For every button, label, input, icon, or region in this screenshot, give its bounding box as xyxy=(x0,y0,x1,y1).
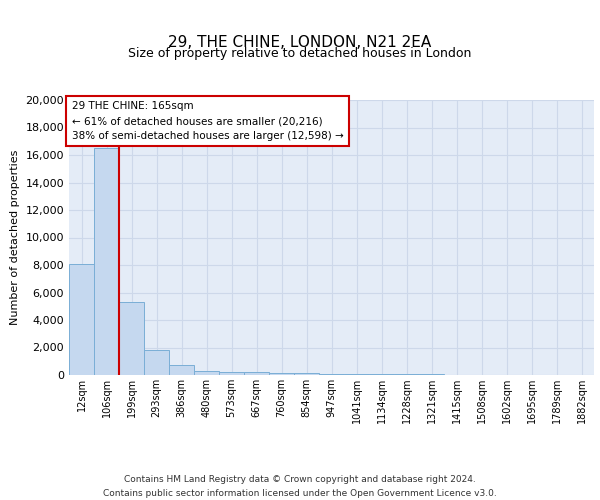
Bar xyxy=(94,148,119,375)
Y-axis label: Number of detached properties: Number of detached properties xyxy=(10,150,20,325)
Bar xyxy=(244,372,269,375)
Text: Contains HM Land Registry data © Crown copyright and database right 2024.
Contai: Contains HM Land Registry data © Crown c… xyxy=(103,476,497,498)
Bar xyxy=(419,374,444,375)
Bar xyxy=(294,373,319,375)
Bar xyxy=(219,372,244,375)
Bar xyxy=(69,264,94,375)
Bar xyxy=(169,366,194,375)
Bar xyxy=(394,374,419,375)
Bar xyxy=(144,350,169,375)
Bar xyxy=(269,372,294,375)
Bar xyxy=(119,302,144,375)
Bar xyxy=(344,374,369,375)
Bar xyxy=(194,371,219,375)
Text: 29 THE CHINE: 165sqm
← 61% of detached houses are smaller (20,216)
38% of semi-d: 29 THE CHINE: 165sqm ← 61% of detached h… xyxy=(71,102,343,141)
Bar xyxy=(319,374,344,375)
Bar xyxy=(369,374,394,375)
Text: 29, THE CHINE, LONDON, N21 2EA: 29, THE CHINE, LONDON, N21 2EA xyxy=(169,35,431,50)
Text: Size of property relative to detached houses in London: Size of property relative to detached ho… xyxy=(128,48,472,60)
